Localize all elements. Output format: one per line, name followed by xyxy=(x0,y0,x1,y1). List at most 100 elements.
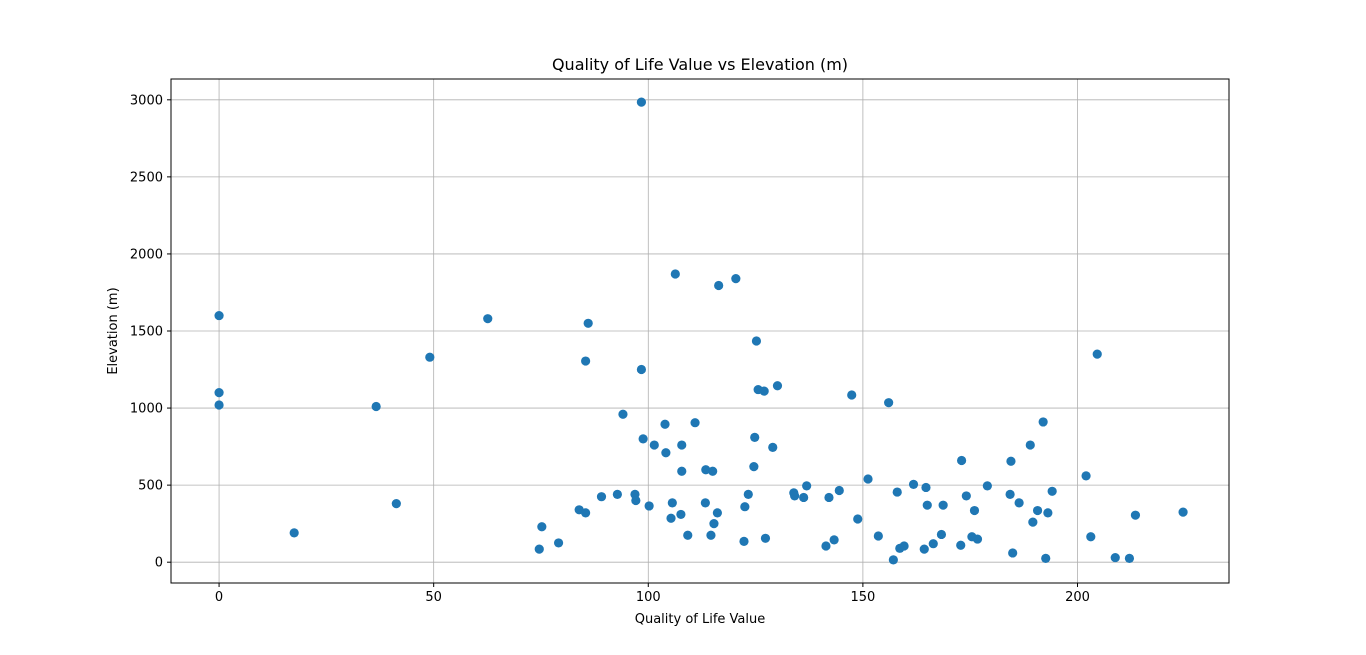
scatter-point xyxy=(537,522,547,532)
scatter-point xyxy=(873,531,883,541)
scatter-point xyxy=(700,498,710,508)
scatter-point xyxy=(709,519,719,529)
scatter-point xyxy=(683,530,693,540)
y-tick-label: 2500 xyxy=(130,170,163,185)
scatter-point xyxy=(892,487,902,497)
scatter-point xyxy=(534,544,544,554)
scatter-point xyxy=(1047,486,1057,496)
scatter-point xyxy=(790,491,800,501)
scatter-point xyxy=(1025,440,1035,450)
scatter-point xyxy=(1043,508,1053,518)
scatter-point xyxy=(636,97,647,107)
scatter-point xyxy=(829,535,839,545)
grid-lines xyxy=(171,79,1229,583)
scatter-point xyxy=(928,539,938,549)
scatter-point xyxy=(888,555,898,565)
scatter-point xyxy=(936,529,947,540)
scatter-point xyxy=(749,462,759,472)
scatter-point xyxy=(391,499,401,509)
scatter-point xyxy=(908,479,919,489)
scatter-point xyxy=(899,541,909,551)
scatter-point xyxy=(982,481,992,491)
scatter-point xyxy=(772,381,783,391)
scatter-point xyxy=(677,466,687,476)
x-axis-title: Quality of Life Value xyxy=(635,612,766,627)
scatter-point xyxy=(1081,471,1091,481)
scatter-point xyxy=(1008,548,1018,558)
scatter-point xyxy=(802,481,812,491)
x-tick-label: 200 xyxy=(1065,590,1090,605)
scatter-point xyxy=(667,498,677,508)
scatter-point xyxy=(612,489,622,499)
data-points xyxy=(214,97,1188,565)
scatter-point xyxy=(425,352,435,362)
scatter-point xyxy=(706,530,716,540)
scatter-point xyxy=(289,528,299,538)
scatter-point xyxy=(583,318,593,328)
scatter-point xyxy=(1178,507,1188,517)
scatter-point xyxy=(919,544,929,554)
y-tick-label: 1500 xyxy=(130,325,163,340)
scatter-point xyxy=(1006,456,1016,466)
scatter-point xyxy=(739,536,749,546)
scatter-point xyxy=(821,541,831,551)
scatter-point xyxy=(884,398,894,408)
scatter-point xyxy=(956,540,966,550)
scatter-point xyxy=(1110,552,1120,563)
x-tick-label: 150 xyxy=(850,590,875,605)
scatter-point xyxy=(712,508,722,518)
scatter-point xyxy=(690,418,700,428)
scatter-point xyxy=(938,500,948,510)
scatter-point xyxy=(1124,553,1135,563)
scatter-point xyxy=(701,465,711,475)
scatter-point xyxy=(824,492,834,503)
scatter-point xyxy=(1130,510,1141,520)
x-axis: 0 50 100 150 200 xyxy=(215,583,1090,605)
scatter-point xyxy=(676,509,686,520)
scatter-point xyxy=(214,310,224,321)
scatter-point xyxy=(1041,553,1051,563)
scatter-point xyxy=(740,502,750,512)
scatter-point xyxy=(638,434,648,444)
scatter-point xyxy=(922,500,932,510)
scatter-point xyxy=(214,400,224,410)
scatter-point xyxy=(743,489,753,499)
scatter-point xyxy=(750,432,760,442)
scatter-point xyxy=(371,401,381,412)
scatter-point xyxy=(1032,505,1043,516)
scatter-point xyxy=(853,514,863,524)
scatter-point xyxy=(1038,417,1048,427)
x-tick-label: 50 xyxy=(425,590,442,605)
x-tick-label: 100 xyxy=(636,590,661,605)
scatter-point xyxy=(483,314,493,324)
scatter-point xyxy=(636,364,647,375)
scatter-point xyxy=(661,448,671,458)
scatter-point xyxy=(1028,517,1038,527)
scatter-point xyxy=(921,482,931,493)
y-axis-title: Elevation (m) xyxy=(106,287,121,374)
scatter-point xyxy=(972,534,983,544)
y-tick-label: 3000 xyxy=(130,93,163,108)
scatter-point xyxy=(863,474,873,484)
scatter-point xyxy=(1092,349,1102,359)
scatter-point xyxy=(714,280,724,291)
scatter-point xyxy=(1005,489,1015,499)
scatter-point xyxy=(760,533,771,543)
scatter-point xyxy=(708,466,718,476)
scatter-point xyxy=(969,505,980,516)
scatter-point xyxy=(644,501,654,511)
scatter-point xyxy=(649,440,659,450)
scatter-point xyxy=(759,386,769,396)
y-tick-label: 1000 xyxy=(130,402,163,417)
scatter-point xyxy=(553,538,564,548)
scatter-point xyxy=(581,356,591,366)
chart-title: Quality of Life Value vs Elevation (m) xyxy=(552,55,848,74)
scatter-point xyxy=(799,492,809,503)
y-tick-label: 2000 xyxy=(130,247,163,262)
scatter-point xyxy=(751,336,762,346)
scatter-point xyxy=(1086,532,1096,542)
scatter-point xyxy=(768,442,778,452)
scatter-point xyxy=(596,492,607,502)
